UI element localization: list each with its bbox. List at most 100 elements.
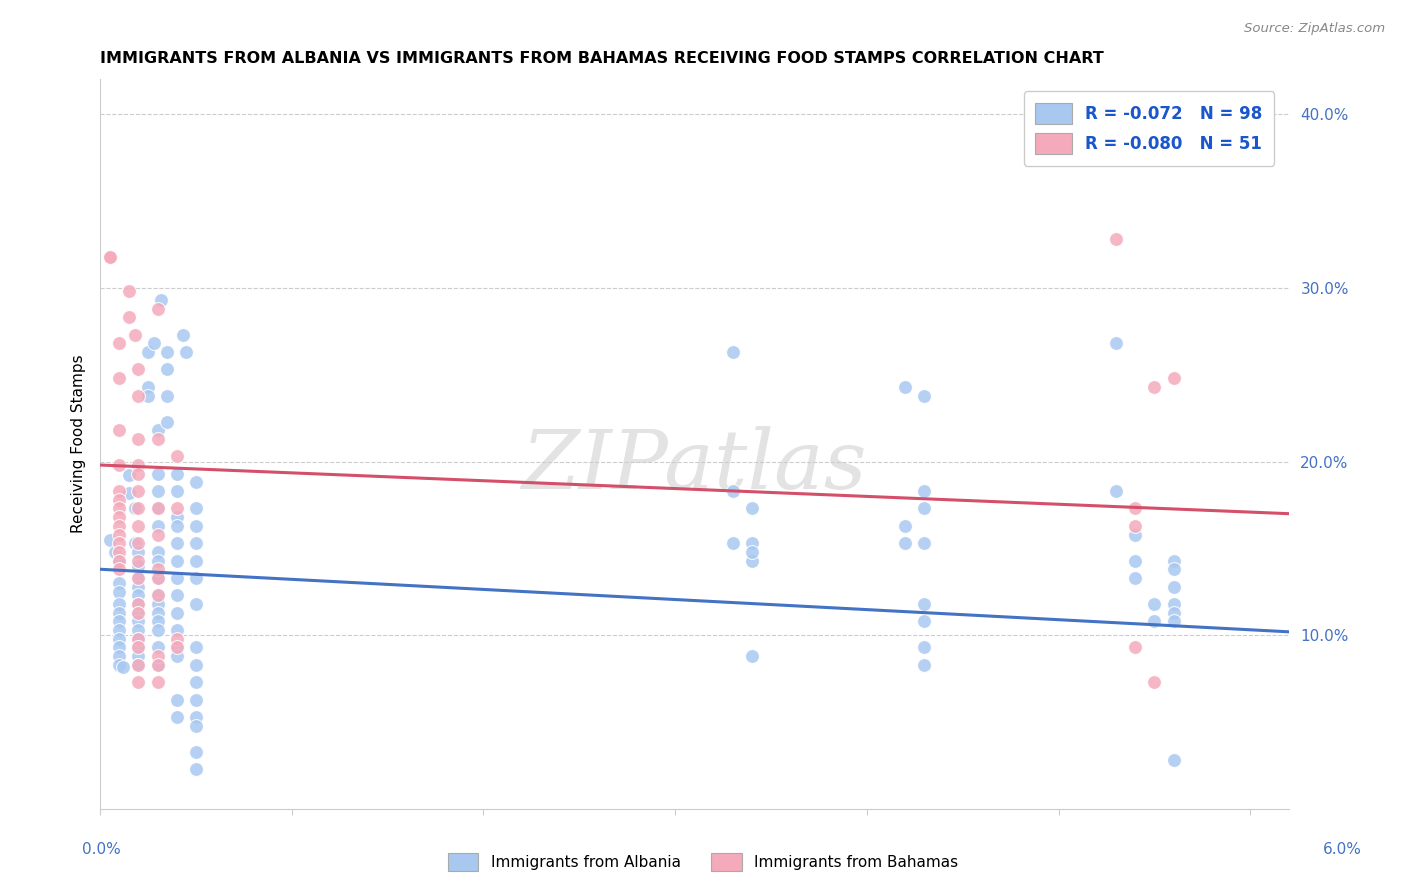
Text: Source: ZipAtlas.com: Source: ZipAtlas.com bbox=[1244, 22, 1385, 36]
Point bbox=[176, 345, 198, 359]
Point bbox=[184, 718, 207, 732]
Point bbox=[166, 518, 188, 533]
Point bbox=[166, 484, 188, 499]
Point bbox=[108, 536, 131, 550]
Point bbox=[1123, 553, 1146, 567]
Point bbox=[146, 588, 169, 602]
Point bbox=[127, 606, 149, 620]
Point bbox=[166, 692, 188, 706]
Point bbox=[127, 588, 149, 602]
Point bbox=[108, 545, 131, 559]
Point bbox=[1163, 371, 1185, 385]
Point bbox=[912, 597, 935, 611]
Point bbox=[1105, 336, 1128, 351]
Point bbox=[1123, 518, 1146, 533]
Point bbox=[98, 250, 121, 264]
Point bbox=[166, 553, 188, 567]
Point bbox=[127, 362, 149, 376]
Point bbox=[741, 553, 763, 567]
Point bbox=[146, 657, 169, 672]
Point bbox=[166, 710, 188, 724]
Point bbox=[127, 388, 149, 402]
Point bbox=[108, 623, 131, 637]
Point bbox=[184, 536, 207, 550]
Point bbox=[912, 640, 935, 655]
Point bbox=[721, 345, 744, 359]
Point bbox=[118, 310, 141, 325]
Point bbox=[1143, 675, 1166, 690]
Point bbox=[118, 285, 141, 299]
Point bbox=[136, 388, 159, 402]
Point bbox=[146, 527, 169, 541]
Point bbox=[127, 675, 149, 690]
Point bbox=[1143, 597, 1166, 611]
Point bbox=[108, 371, 131, 385]
Point bbox=[108, 336, 131, 351]
Point bbox=[172, 327, 194, 342]
Point bbox=[146, 640, 169, 655]
Point bbox=[184, 501, 207, 516]
Point bbox=[108, 606, 131, 620]
Point bbox=[156, 415, 179, 429]
Point bbox=[146, 423, 169, 437]
Y-axis label: Receiving Food Stamps: Receiving Food Stamps bbox=[72, 355, 86, 533]
Point bbox=[146, 571, 169, 585]
Point bbox=[166, 588, 188, 602]
Point bbox=[124, 327, 146, 342]
Point bbox=[1163, 562, 1185, 576]
Point bbox=[108, 615, 131, 629]
Point bbox=[166, 501, 188, 516]
Point bbox=[912, 388, 935, 402]
Point bbox=[184, 657, 207, 672]
Point bbox=[146, 467, 169, 481]
Point bbox=[912, 615, 935, 629]
Point bbox=[127, 501, 149, 516]
Point bbox=[127, 432, 149, 446]
Point bbox=[894, 380, 917, 394]
Point bbox=[108, 553, 131, 567]
Legend: Immigrants from Albania, Immigrants from Bahamas: Immigrants from Albania, Immigrants from… bbox=[441, 847, 965, 877]
Point bbox=[184, 553, 207, 567]
Point bbox=[108, 423, 131, 437]
Point bbox=[142, 336, 165, 351]
Point bbox=[1163, 615, 1185, 629]
Point bbox=[741, 501, 763, 516]
Point bbox=[98, 533, 121, 547]
Point bbox=[184, 762, 207, 776]
Point bbox=[108, 553, 131, 567]
Point bbox=[1123, 501, 1146, 516]
Point bbox=[112, 659, 135, 673]
Point bbox=[166, 571, 188, 585]
Point bbox=[108, 657, 131, 672]
Point bbox=[127, 615, 149, 629]
Point bbox=[166, 640, 188, 655]
Point bbox=[136, 345, 159, 359]
Point bbox=[127, 649, 149, 664]
Legend: R = -0.072   N = 98, R = -0.080   N = 51: R = -0.072 N = 98, R = -0.080 N = 51 bbox=[1024, 91, 1274, 166]
Point bbox=[127, 518, 149, 533]
Point bbox=[108, 649, 131, 664]
Point bbox=[108, 640, 131, 655]
Text: 6.0%: 6.0% bbox=[1323, 842, 1362, 856]
Point bbox=[108, 458, 131, 472]
Text: 0.0%: 0.0% bbox=[82, 842, 121, 856]
Point bbox=[741, 649, 763, 664]
Point bbox=[184, 675, 207, 690]
Point bbox=[127, 458, 149, 472]
Point bbox=[894, 518, 917, 533]
Point bbox=[156, 362, 179, 376]
Point bbox=[127, 467, 149, 481]
Point bbox=[166, 640, 188, 655]
Text: IMMIGRANTS FROM ALBANIA VS IMMIGRANTS FROM BAHAMAS RECEIVING FOOD STAMPS CORRELA: IMMIGRANTS FROM ALBANIA VS IMMIGRANTS FR… bbox=[100, 51, 1104, 66]
Point bbox=[146, 606, 169, 620]
Point bbox=[146, 649, 169, 664]
Point bbox=[108, 492, 131, 507]
Point bbox=[146, 562, 169, 576]
Point bbox=[1143, 615, 1166, 629]
Point bbox=[108, 585, 131, 599]
Point bbox=[108, 576, 131, 591]
Point bbox=[127, 623, 149, 637]
Point bbox=[184, 518, 207, 533]
Point bbox=[912, 501, 935, 516]
Point bbox=[127, 632, 149, 646]
